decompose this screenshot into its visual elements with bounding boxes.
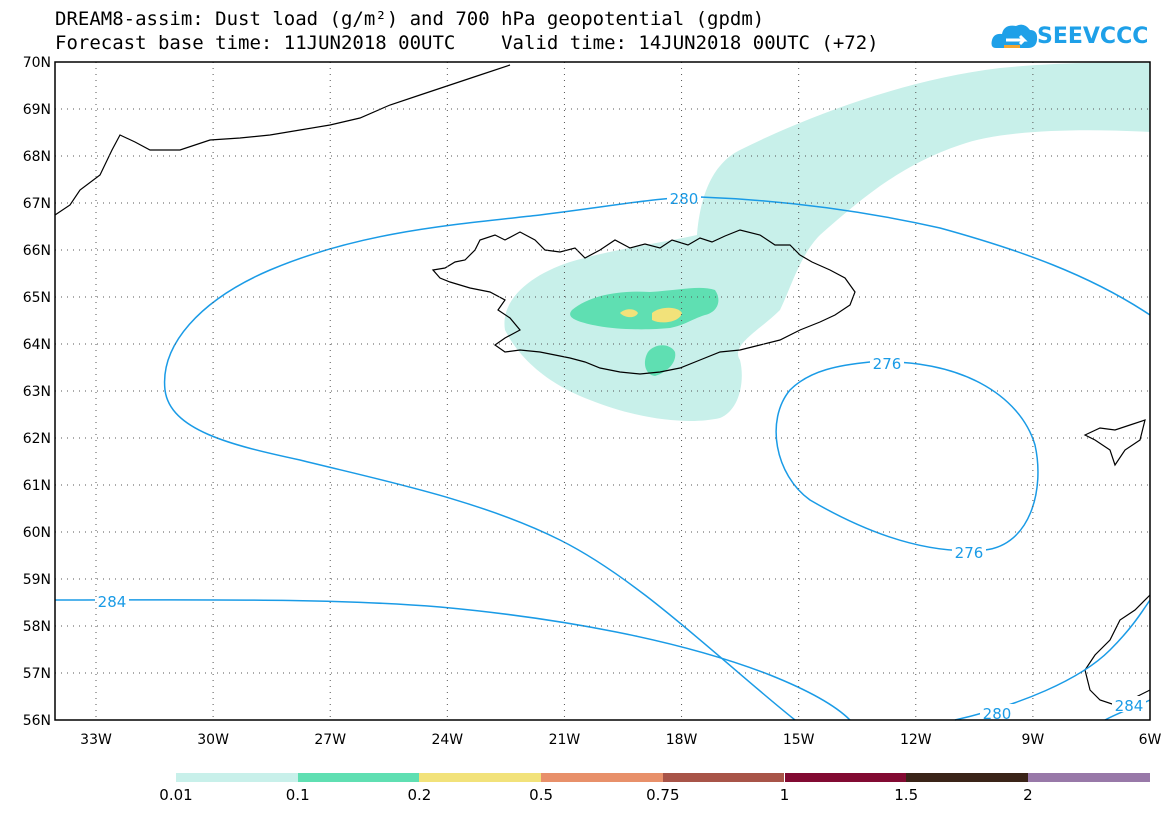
longitude-tick-label: 12W xyxy=(900,732,932,748)
legend-swatch xyxy=(784,773,907,782)
contour-label-276-bottom: 276 xyxy=(955,544,984,562)
dust-patch-high-2 xyxy=(652,307,682,323)
latitude-tick-label: 65N xyxy=(23,290,51,306)
dust-patch-high-1 xyxy=(620,309,638,318)
contour-label-284: 284 xyxy=(98,593,127,611)
latitude-tick-label: 69N xyxy=(23,102,51,118)
legend-swatch xyxy=(419,773,542,782)
legend-label: 1 xyxy=(779,786,790,804)
dust-patch-medium-2 xyxy=(644,345,676,376)
longitude-tick-label: 9W xyxy=(1022,732,1045,748)
longitude-tick-label: 27W xyxy=(314,732,346,748)
contour-label-284-east: 284 xyxy=(1115,697,1144,715)
legend-label: 0.01 xyxy=(159,786,193,804)
latitude-tick-label: 59N xyxy=(23,572,51,588)
legend-label: 0.5 xyxy=(529,786,554,804)
legend-swatch xyxy=(662,773,785,782)
latitude-tick-label: 62N xyxy=(23,431,51,447)
faroe-coastline xyxy=(1083,419,1146,467)
longitude-tick-label: 30W xyxy=(197,732,229,748)
legend-label: 1.5 xyxy=(894,786,919,804)
contour-label-280-south: 280 xyxy=(983,705,1012,723)
legend-swatch xyxy=(541,773,663,782)
latitude-tick-label: 56N xyxy=(23,713,51,729)
latitude-tick-label: 70N xyxy=(23,55,51,71)
latitude-tick-label: 66N xyxy=(23,243,51,259)
longitude-tick-label: 21W xyxy=(549,732,581,748)
legend-label: 0.75 xyxy=(646,786,680,804)
contour-276 xyxy=(775,360,1039,552)
dust-shading xyxy=(504,62,1150,421)
legend-swatch xyxy=(906,773,1028,782)
longitude-tick-label: 15W xyxy=(783,732,815,748)
legend-label: 0.1 xyxy=(285,786,310,804)
logo-text: SEEVCCC xyxy=(1037,24,1149,49)
cloud-icon xyxy=(991,24,1038,48)
dust-patch-medium xyxy=(570,287,719,330)
latitude-tick-label: 63N xyxy=(23,384,51,400)
legend-swatch xyxy=(297,773,420,782)
longitude-tick-label: 6W xyxy=(1139,732,1162,748)
longitude-tick-label: 18W xyxy=(666,732,698,748)
latitude-tick-label: 57N xyxy=(23,666,51,682)
legend-label: 2 xyxy=(1023,786,1033,804)
contour-labels: 280 276 276 284 280 284 xyxy=(95,189,1146,723)
map-frame xyxy=(54,61,1151,721)
greenland-coastline xyxy=(54,64,511,216)
longitude-labels: 33W 30W 27W 24W 21W 18W 15W 12W 9W 6W xyxy=(80,732,1161,748)
contour-284 xyxy=(54,599,851,721)
map-subtitle: Forecast base time: 11JUN2018 00UTC Vali… xyxy=(55,32,879,54)
contour-label-276-top: 276 xyxy=(873,355,902,373)
coastlines xyxy=(54,64,1151,706)
latitude-tick-label: 64N xyxy=(23,337,51,353)
iceland-coastline xyxy=(431,229,856,375)
graticule xyxy=(55,62,1150,720)
legend-swatch xyxy=(176,773,298,782)
longitude-tick-label: 33W xyxy=(80,732,112,748)
contour-280 xyxy=(163,196,1151,721)
latitude-tick-label: 68N xyxy=(23,149,51,165)
latitude-tick-label: 61N xyxy=(23,478,51,494)
legend-label: 0.2 xyxy=(407,786,432,804)
map-title: DREAM8-assim: Dust load (g/m²) and 700 h… xyxy=(55,8,765,30)
contour-label-280: 280 xyxy=(670,190,699,208)
legend-swatch xyxy=(1027,773,1150,782)
scotland-coastline xyxy=(1084,594,1151,706)
latitude-tick-label: 67N xyxy=(23,196,51,212)
dust-plume-light xyxy=(504,62,1150,421)
longitude-tick-label: 24W xyxy=(431,732,463,748)
latitude-tick-label: 60N xyxy=(23,525,51,541)
latitude-labels: 70N 69N 68N 67N 66N 65N 64N 63N 62N 61N 60N 59N 58N 5… xyxy=(23,55,51,729)
latitude-tick-label: 58N xyxy=(23,619,51,635)
